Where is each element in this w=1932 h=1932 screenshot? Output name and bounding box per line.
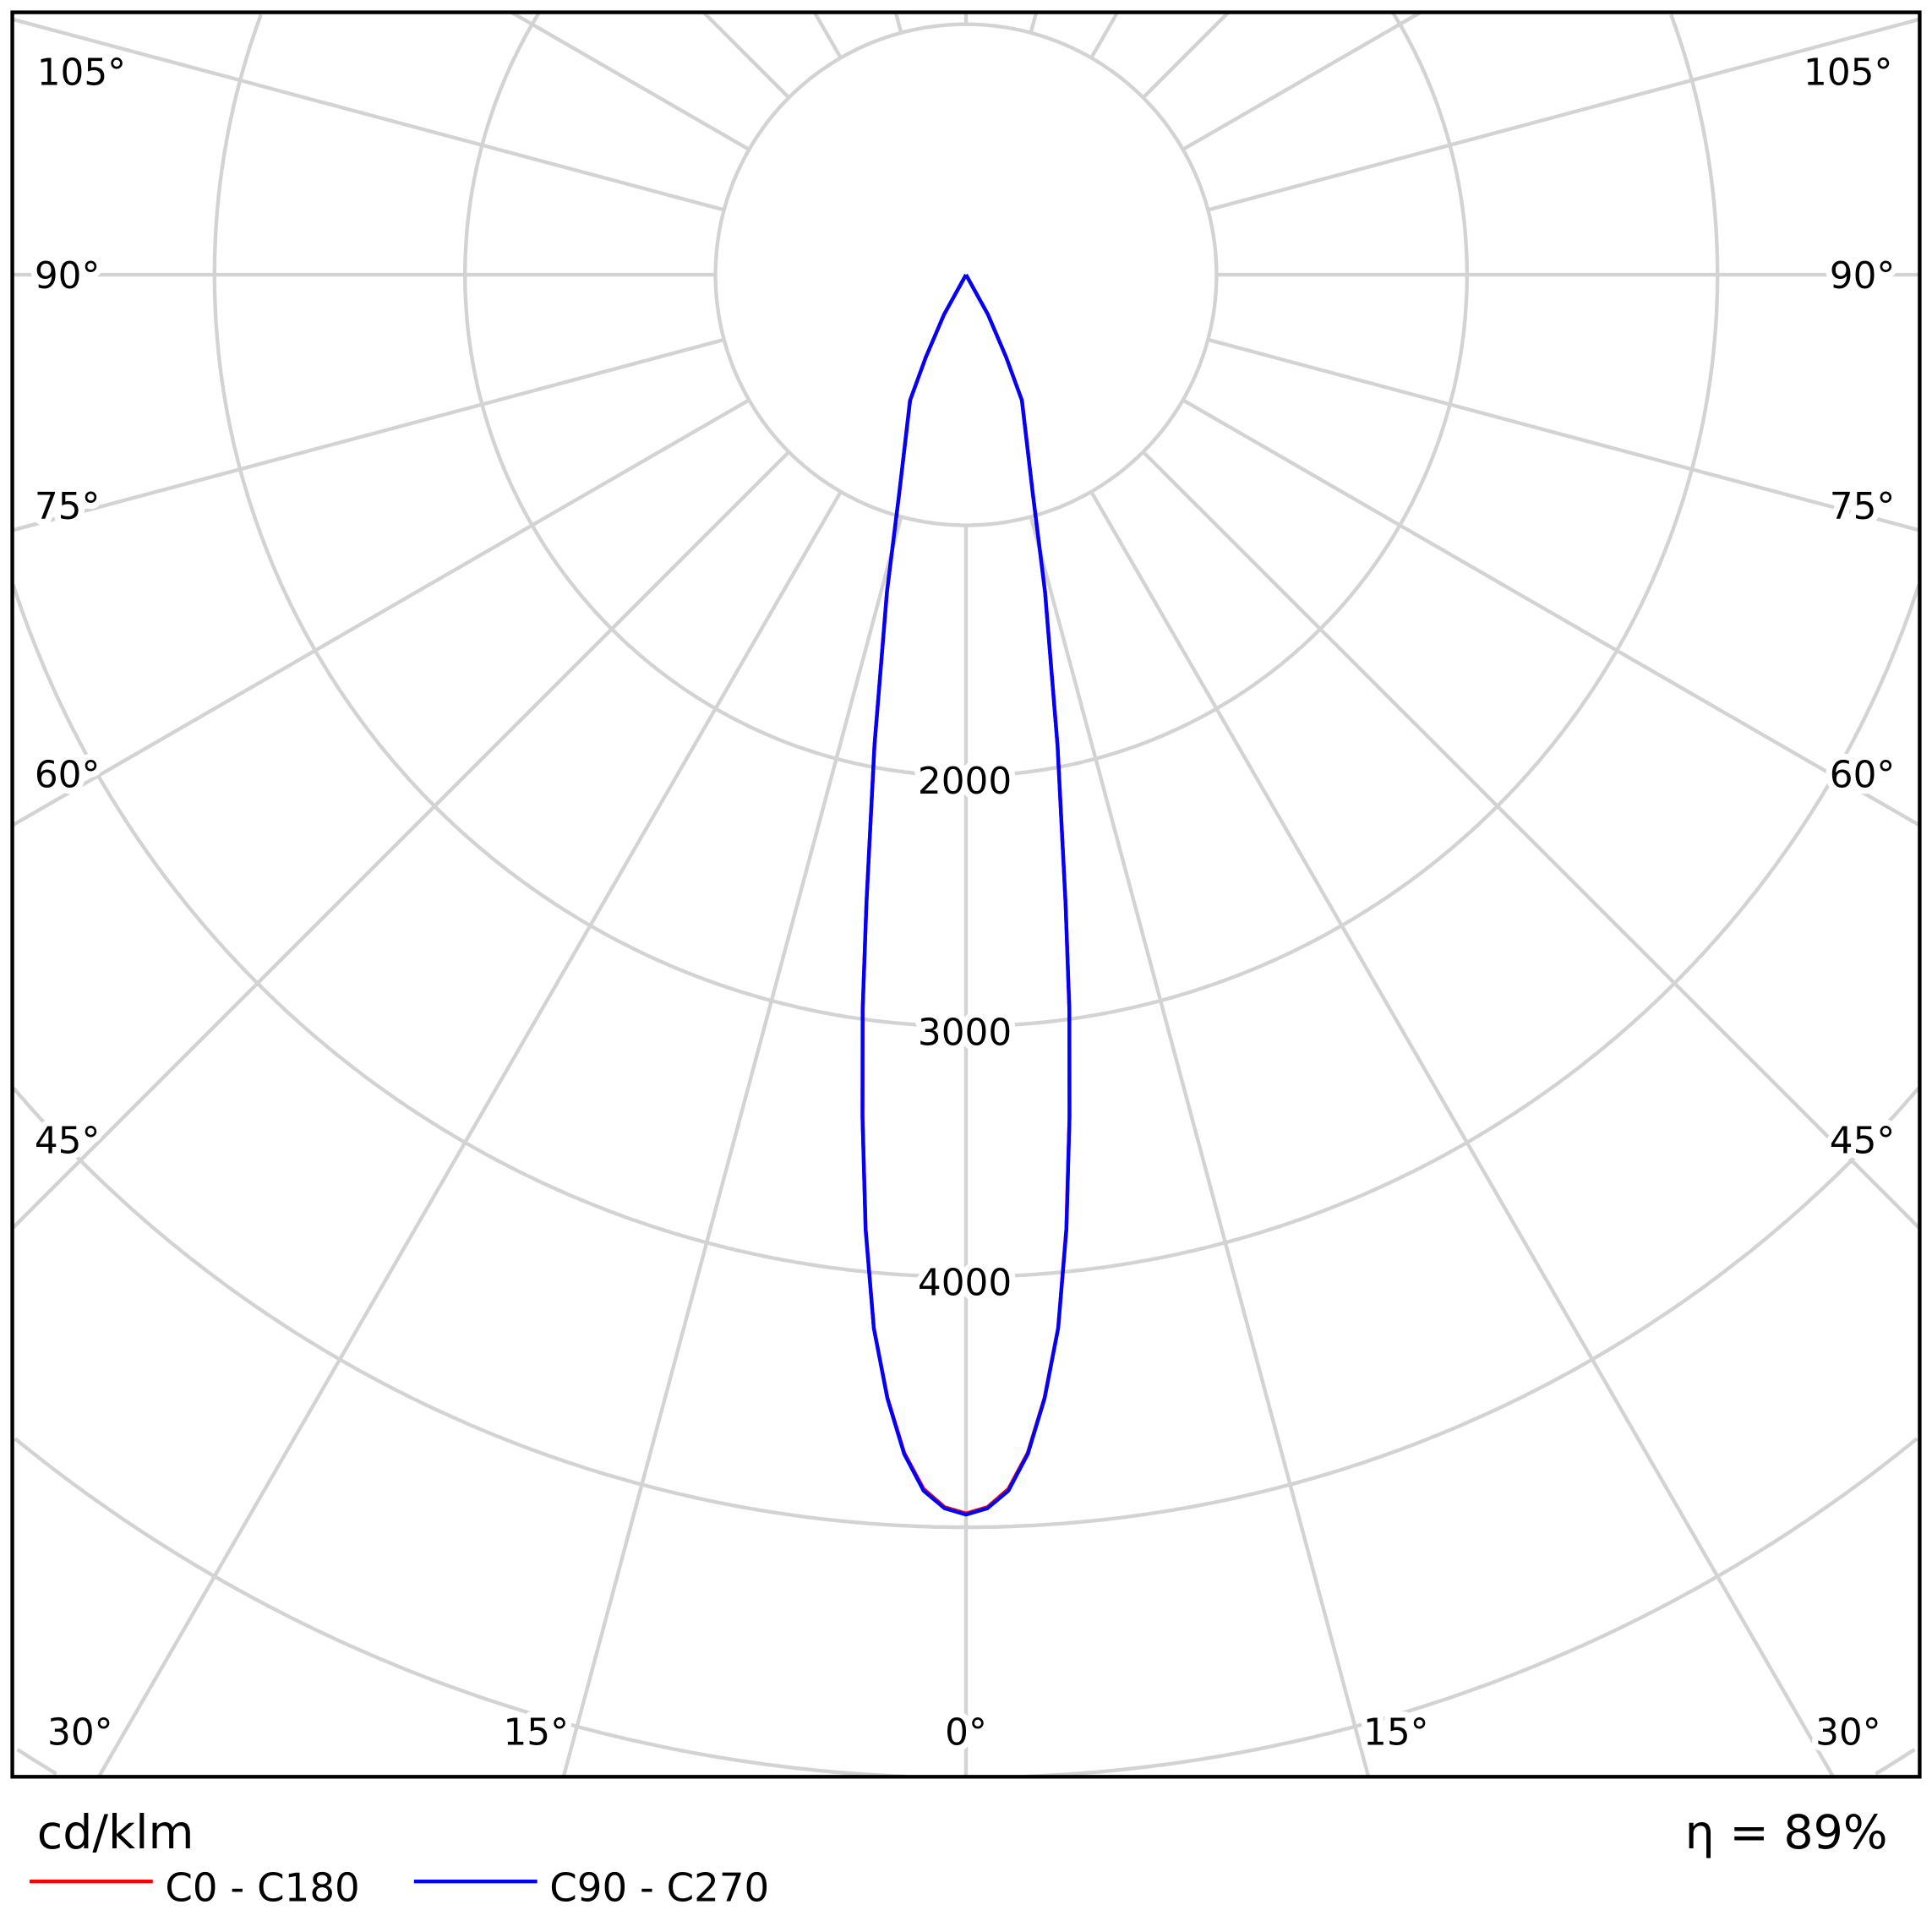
angle-label-right: 105° <box>1804 52 1892 95</box>
angle-label-left: 60° <box>35 754 101 797</box>
legend-label-c0-c180: C0 - C180 <box>165 1866 359 1912</box>
grid-spoke <box>1029 12 1039 34</box>
angle-tick-labels: 105° 90° 75° 60° 45° 105° 90° 75° 60° 45… <box>29 45 1902 1760</box>
radial-tick-label: 2000 <box>918 760 1012 803</box>
grid-spoke <box>1207 17 1920 212</box>
grid-ring <box>16 1748 1916 1776</box>
grid-spoke <box>1089 11 1120 59</box>
grid-spoke <box>510 10 750 151</box>
angle-label-left: 105° <box>37 52 126 95</box>
grid-spoke <box>1207 337 1920 532</box>
grid-spoke <box>11 450 790 1231</box>
grid-ring <box>11 583 1921 1279</box>
grid-spoke <box>11 398 750 827</box>
angle-label-left: 45° <box>35 1120 101 1163</box>
angle-label-bottom: 15° <box>1363 1711 1429 1754</box>
series-line-c90-c270 <box>860 274 1072 1517</box>
grid-spoke <box>893 12 903 34</box>
radial-tick-label: 3000 <box>918 1011 1012 1054</box>
grid-spoke <box>1182 398 1921 827</box>
angle-label-bottom: 30° <box>1815 1711 1881 1754</box>
grid-ring <box>463 12 1469 778</box>
plot-frame <box>10 10 1922 1779</box>
angle-label-bottom: 30° <box>47 1711 113 1754</box>
grid-ring <box>212 14 1720 1029</box>
efficiency-label: η = 89% <box>1685 1806 1888 1860</box>
radial-tick-label: 4000 <box>918 1261 1012 1304</box>
grid-spoke <box>561 516 903 1777</box>
angle-label-left: 75° <box>35 485 101 528</box>
angle-label-right: 45° <box>1830 1120 1896 1163</box>
grid-spoke <box>701 11 790 100</box>
angle-label-left: 90° <box>35 254 101 297</box>
grid-spoke <box>1142 11 1231 100</box>
angle-label-bottom: 0° <box>945 1711 987 1754</box>
grid-spoke <box>97 490 843 1778</box>
radial-tick-labels: 2000 3000 4000 <box>912 754 1018 1311</box>
grid-spoke <box>812 11 843 59</box>
grid-spoke <box>12 337 725 532</box>
grid-spoke <box>1182 10 1422 151</box>
grid-spoke <box>12 17 725 212</box>
grid-spoke <box>1089 490 1835 1778</box>
grid-spoke <box>1142 450 1921 1231</box>
angle-label-right: 75° <box>1830 485 1896 528</box>
grid-spoke <box>1029 516 1371 1777</box>
legend-label-c90-c270: C90 - C270 <box>549 1866 769 1912</box>
angle-label-right: 90° <box>1830 254 1896 297</box>
grid-ring <box>14 1437 1918 1779</box>
angle-label-right: 60° <box>1830 754 1896 797</box>
polar-grid <box>11 10 1921 1779</box>
angle-label-bottom: 15° <box>503 1711 569 1754</box>
grid-ring <box>713 22 1219 527</box>
unit-label: cd/klm <box>37 1806 194 1860</box>
legend: C0 - C180 C90 - C270 <box>29 1866 769 1912</box>
curves <box>860 274 1072 1517</box>
grid-ring <box>12 1087 1920 1530</box>
